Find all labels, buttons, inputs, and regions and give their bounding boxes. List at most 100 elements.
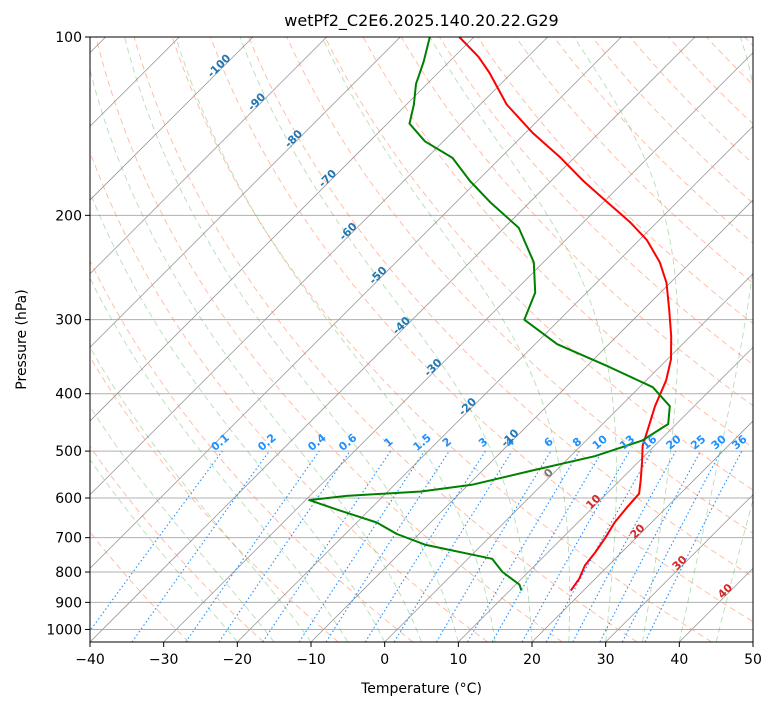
moist-adiabat-line — [90, 190, 386, 642]
y-tick-label: 100 — [55, 30, 82, 46]
isotherm-label: 10 — [583, 492, 603, 512]
temperature-profile — [458, 37, 673, 592]
mixing-ratio-label: 0.1 — [209, 431, 232, 453]
moist-adiabat-line — [90, 405, 275, 642]
dry-adiabat-line — [133, 37, 638, 642]
mixing-ratio-line — [393, 450, 513, 642]
isotherm-line — [90, 37, 327, 275]
dry-adiabat-line — [591, 37, 753, 204]
isotherm-line — [90, 37, 254, 201]
dewpoint-profile — [308, 37, 671, 591]
y-tick-label: 200 — [55, 208, 82, 224]
dry-adiabat-line — [90, 356, 339, 642]
y-tick-label: 600 — [55, 491, 82, 507]
background-lines — [90, 37, 753, 642]
x-tick-label: 0 — [380, 652, 389, 668]
x-tick-label: 40 — [670, 652, 688, 668]
axes: −40 −30 −20 −10 0 10 20 30 40 50 100 200 300 400 500 60… — [46, 30, 762, 668]
mixing-ratio-label: 36 — [730, 432, 750, 452]
dry-adiabat-line — [324, 37, 753, 491]
dry-adiabat-line — [706, 37, 753, 86]
isotherm-label: -10 — [498, 426, 521, 449]
y-tick-label: 400 — [55, 387, 82, 403]
isotherm-line — [384, 273, 753, 642]
mixing-ratio-label: 0.6 — [336, 431, 360, 454]
moist-adiabat-line — [678, 37, 753, 642]
dry-adiabat-line — [90, 445, 264, 642]
isotherm-line — [90, 37, 622, 569]
moist-adiabat-line — [175, 37, 496, 642]
moist-adiabat-line — [90, 67, 422, 642]
mixing-ratio-line — [90, 450, 223, 632]
moist-adiabat-line — [239, 37, 533, 642]
x-tick-label: −10 — [296, 652, 326, 668]
moist-adiabat-line — [573, 37, 679, 642]
isotherm-line — [90, 37, 548, 496]
isotherm-label: 20 — [628, 521, 648, 541]
dry-adiabat-line — [90, 259, 414, 642]
mixing-ratio-label: 1 — [381, 435, 395, 450]
mixing-ratio-label: 30 — [709, 432, 729, 452]
plot-frame — [89, 36, 754, 643]
mixing-ratio-label: 8 — [570, 435, 584, 450]
isotherm-label: -90 — [245, 90, 268, 113]
mixing-ratio-line — [467, 450, 580, 642]
mixing-ratio-label: 25 — [688, 433, 708, 453]
dry-adiabat-line — [95, 37, 563, 642]
x-tick-label: 10 — [449, 652, 467, 668]
x-tick-label: −30 — [149, 652, 179, 668]
y-tick-label: 1000 — [46, 622, 82, 638]
mixing-ratio-label: 1.5 — [411, 431, 434, 453]
y-axis-label: Pressure (hPa) — [14, 289, 30, 389]
isotherm-line — [163, 52, 753, 642]
mixing-ratio-line — [325, 450, 450, 642]
x-tick-label: −20 — [223, 652, 253, 668]
x-tick-label: −40 — [75, 652, 105, 668]
y-tick-label: 800 — [55, 565, 82, 581]
isotherm-line — [679, 567, 753, 642]
isotherm-line — [237, 125, 753, 642]
x-axis-label: Temperature (°C) — [360, 681, 482, 697]
dry-adiabat-line — [210, 37, 753, 623]
mixing-ratio-label: 3 — [476, 435, 490, 450]
isotherm-line — [310, 199, 753, 642]
mixing-ratio-label: 20 — [664, 432, 684, 452]
isotherm-line — [458, 346, 753, 642]
mixing-ratio-line — [262, 450, 392, 642]
isotherm-line — [531, 420, 753, 642]
profile-lines — [308, 37, 673, 592]
dry-adiabat-line — [668, 37, 753, 125]
isotherm-label: -30 — [421, 356, 444, 379]
mixing-ratio-label: 13 — [617, 433, 637, 453]
x-tick-label: 30 — [597, 652, 615, 668]
dry-adiabat-line — [400, 37, 753, 407]
x-tick-label: 50 — [744, 652, 762, 668]
mixing-ratio-line — [545, 450, 653, 642]
moist-adiabat-line — [429, 37, 617, 642]
y-tick-label: 300 — [55, 313, 82, 329]
mixing-ratio-line — [572, 450, 677, 642]
mixing-ratio-line — [185, 450, 320, 642]
mixing-ratio-line — [521, 450, 630, 642]
isotherm-label: 40 — [715, 581, 735, 601]
mixing-ratio-line — [298, 450, 425, 642]
moist-adiabat-line — [90, 458, 238, 642]
isotherm-label: -70 — [316, 167, 339, 190]
isotherm-label: -80 — [282, 127, 305, 150]
moist-adiabat-line — [90, 277, 349, 642]
isotherm-label: -40 — [390, 314, 413, 337]
x-tick-label: 20 — [523, 652, 541, 668]
isotherm-line — [90, 37, 401, 348]
isotherm-label: -60 — [337, 220, 360, 243]
mixing-ratio-line — [131, 450, 270, 642]
isotherm-label: -50 — [366, 264, 389, 287]
dry-adiabat-line — [553, 37, 753, 244]
mixing-ratio-line — [218, 450, 351, 642]
moist-adiabat-line — [715, 498, 753, 642]
dry-adiabat-line — [362, 37, 753, 449]
isotherm-label: -100 — [205, 51, 234, 80]
moist-adiabat-line — [90, 346, 312, 642]
dry-adiabat-line — [90, 150, 488, 642]
mixing-ratio-label: 10 — [590, 432, 610, 452]
